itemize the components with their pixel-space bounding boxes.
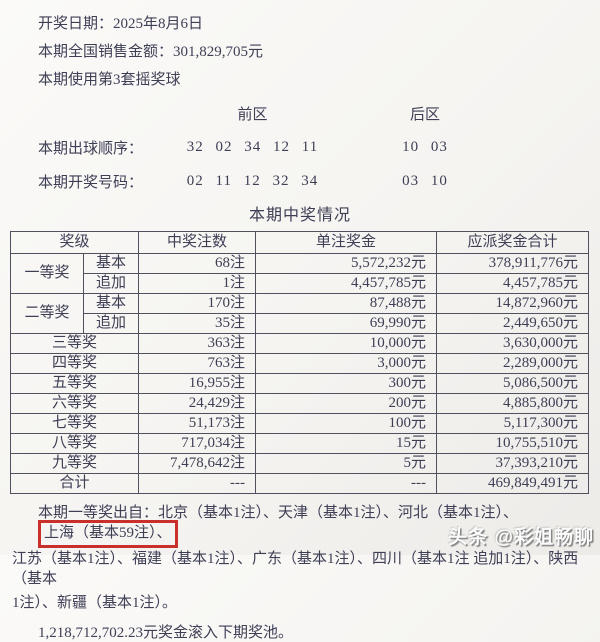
row-ninth-prize: 九等奖 7,478,642注 5元 37,393,210元 xyxy=(9,453,590,474)
row-first-prize-addon: 追加 1注 4,457,785元 4,457,785元 xyxy=(11,273,590,294)
prize-name-cell: 四等奖 xyxy=(9,353,140,374)
prize-single-cell: 15元 xyxy=(255,433,438,454)
provinces-line-1-text: 本期一等奖出自：北京（基本1注）、天津（基本1注）、河北（基本1注）、 xyxy=(38,505,519,521)
prize-count-cell: 24,429注 xyxy=(138,393,257,414)
first-prize-addon-single-cell: 4,457,785元 xyxy=(255,273,438,294)
provinces-line-1: 本期一等奖出自：北京（基本1注）、天津（基本1注）、河北（基本1注）、上海（基本… xyxy=(38,503,600,548)
first-prize-name-cell: 一等奖 xyxy=(10,253,84,294)
second-prize-basic-total-cell: 14,872,960元 xyxy=(436,293,590,314)
total-row-name-cell: 合计 xyxy=(9,473,140,494)
prize-total-cell: 3,630,000元 xyxy=(436,333,590,354)
row-fourth-prize: 四等奖 763注 3,000元 2,289,000元 xyxy=(9,353,590,374)
first-prize-basic-label-cell: 基本 xyxy=(82,253,140,274)
total-row-single-cell: --- xyxy=(255,473,438,494)
row-second-prize-basic: 二等奖 基本 170注 87,488元 14,872,960元 xyxy=(10,293,590,334)
prize-total-cell: 10,755,510元 xyxy=(436,433,590,454)
prize-total-cell: 5,086,500元 xyxy=(436,373,590,394)
header-info: 开奖日期：2025年8月6日 本期全国销售金额：301,829,705元 本期使… xyxy=(0,0,600,90)
sales-amount-line: 本期全国销售金额：301,829,705元 xyxy=(38,44,264,60)
draw-order-row: 本期出球顺序： 32 02 34 12 11 10 03 xyxy=(0,137,600,158)
first-prize-basic-single-cell: 5,572,232元 xyxy=(255,253,438,274)
prize-name-cell: 六等奖 xyxy=(9,393,140,414)
prize-name-cell: 三等奖 xyxy=(9,333,140,354)
ball-set-line: 本期使用第3套摇奖球 xyxy=(38,72,181,88)
row-third-prize: 三等奖 363注 10,000元 3,630,000元 xyxy=(9,333,590,354)
prize-total-cell: 2,289,000元 xyxy=(436,353,590,374)
rollover-amount-line: 1,218,712,702.23元奖金滚入下期奖池。 xyxy=(38,625,294,641)
col-header-prize-level: 奖级 xyxy=(9,231,140,254)
prize-count-cell: 16,955注 xyxy=(138,373,257,394)
row-fifth-prize: 五等奖 16,955注 300元 5,086,500元 xyxy=(9,373,590,394)
provinces-line-2: 江苏（基本1注）、福建（基本1注）、广东（基本1注）、四川（基本1注 追加1注）… xyxy=(12,551,579,587)
prize-single-cell: 300元 xyxy=(255,373,438,394)
second-prize-name-cell: 二等奖 xyxy=(10,293,84,334)
prize-single-cell: 200元 xyxy=(255,393,438,414)
prize-single-cell: 3,000元 xyxy=(255,353,438,374)
prize-table-header-row: 奖级 中奖注数 单注奖金 应派奖金合计 xyxy=(9,231,590,254)
front-zone-label: 前区 xyxy=(237,107,268,123)
first-prize-provinces-paragraph: 本期一等奖出自：北京（基本1注）、天津（基本1注）、河北（基本1注）、上海（基本… xyxy=(0,503,600,613)
draw-order-label: 本期出球顺序： xyxy=(38,141,144,157)
second-prize-basic-count-cell: 170注 xyxy=(138,293,257,314)
total-row-total-cell: 469,849,491元 xyxy=(436,473,590,494)
total-row-count-cell: --- xyxy=(138,473,257,494)
row-eighth-prize: 八等奖 717,034注 15元 10,755,510元 xyxy=(9,433,590,454)
second-prize-addon-label-cell: 追加 xyxy=(82,313,140,334)
prize-single-cell: 10,000元 xyxy=(255,333,438,354)
second-prize-basic-single-cell: 87,488元 xyxy=(255,293,438,314)
shanghai-highlight-box: 上海（基本59注）、 xyxy=(38,520,178,548)
prize-count-cell: 717,034注 xyxy=(138,433,257,454)
draw-order-front-numbers: 32 02 34 12 11 xyxy=(186,139,319,155)
prize-table: 奖级 中奖注数 单注奖金 应派奖金合计 一等奖 基本 68注 5,572,232… xyxy=(9,231,590,494)
first-prize-addon-label-cell: 追加 xyxy=(82,273,140,294)
col-header-winning-bets: 中奖注数 xyxy=(138,231,257,254)
row-sixth-prize: 六等奖 24,429注 200元 4,885,800元 xyxy=(9,393,590,414)
prize-total-cell: 4,885,800元 xyxy=(436,393,590,414)
second-prize-addon-total-cell: 2,449,650元 xyxy=(436,313,590,334)
col-header-single-prize: 单注奖金 xyxy=(255,231,438,254)
prize-name-cell: 九等奖 xyxy=(9,453,140,474)
prize-total-cell: 37,393,210元 xyxy=(436,453,590,474)
row-first-prize-basic: 一等奖 基本 68注 5,572,232元 378,911,776元 xyxy=(10,253,590,294)
second-prize-addon-count-cell: 35注 xyxy=(138,313,257,334)
provinces-line-3: 1注）、新疆（基本1注）。 xyxy=(12,595,178,611)
prize-count-cell: 763注 xyxy=(138,353,257,374)
prize-table-title: 本期中奖情况 xyxy=(248,207,351,224)
prize-name-cell: 五等奖 xyxy=(9,373,140,394)
first-prize-addon-total-cell: 4,457,785元 xyxy=(436,273,590,294)
row-seventh-prize: 七等奖 51,173注 100元 5,117,300元 xyxy=(9,413,590,434)
prize-single-cell: 100元 xyxy=(255,413,438,434)
first-prize-basic-count-cell: 68注 xyxy=(138,253,257,274)
prize-name-cell: 八等奖 xyxy=(9,433,140,454)
back-zone-label: 后区 xyxy=(409,107,440,123)
first-prize-basic-total-cell: 378,911,776元 xyxy=(436,253,590,274)
draw-order-back-numbers: 10 03 xyxy=(402,139,448,155)
winning-back-numbers: 03 10 xyxy=(402,173,448,189)
prize-name-cell: 七等奖 xyxy=(9,413,140,434)
second-prize-basic-label-cell: 基本 xyxy=(82,293,140,314)
winning-numbers-label: 本期开奖号码： xyxy=(38,175,144,191)
col-header-total-prize: 应派奖金合计 xyxy=(436,231,590,254)
row-second-prize-addon: 追加 35注 69,990元 2,449,650元 xyxy=(11,313,590,334)
prize-single-cell: 5元 xyxy=(255,453,438,474)
winning-numbers-row: 本期开奖号码： 02 11 12 32 34 03 10 xyxy=(0,171,600,192)
row-total: 合计 --- --- 469,849,491元 xyxy=(9,473,590,494)
zone-header-row: 前区 后区 xyxy=(0,103,600,124)
draw-date-line: 开奖日期：2025年8月6日 xyxy=(38,16,204,32)
prize-count-cell: 363注 xyxy=(138,333,257,354)
toutiao-watermark: 头条 @彩姐畅聊 xyxy=(448,527,594,548)
prize-count-cell: 51,173注 xyxy=(138,413,257,434)
winning-front-numbers: 02 11 12 32 34 xyxy=(186,173,319,189)
prize-count-cell: 7,478,642注 xyxy=(138,453,257,474)
second-prize-addon-single-cell: 69,990元 xyxy=(255,313,438,334)
first-prize-addon-count-cell: 1注 xyxy=(138,273,257,294)
prize-total-cell: 5,117,300元 xyxy=(436,413,590,434)
